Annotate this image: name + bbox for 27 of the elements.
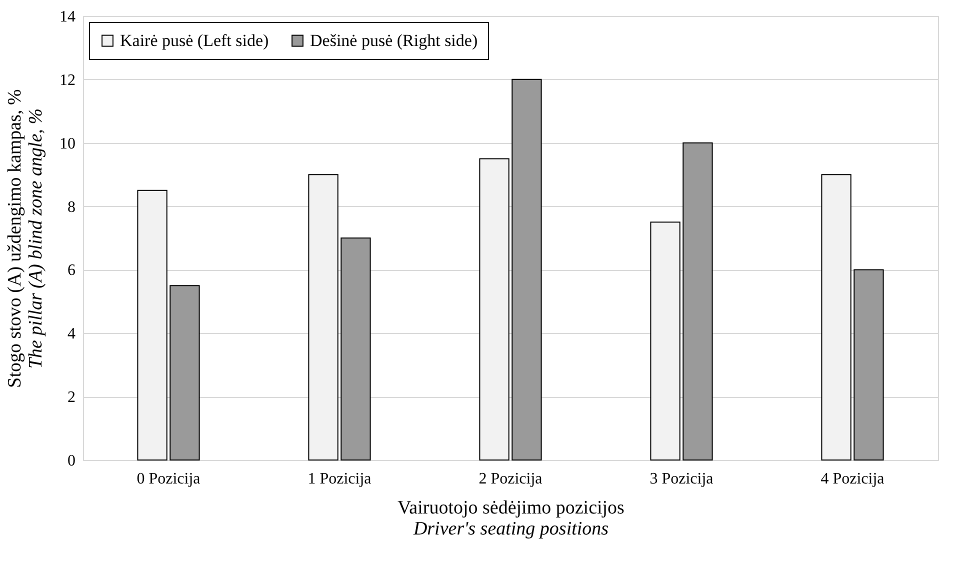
y-tick-label: 14 <box>60 8 76 26</box>
y-tick-label: 10 <box>60 135 76 152</box>
bar <box>479 158 510 460</box>
y-tick-label: 6 <box>68 262 76 280</box>
x-axis-title: Vairuotojo sėdėjimo pozicijos Driver's seating positions <box>398 498 624 540</box>
y-tick-label: 4 <box>68 326 76 343</box>
bar <box>682 142 713 460</box>
y-tick-label: 8 <box>68 198 76 216</box>
legend-label: Dešinė pusė (Right side) <box>310 30 478 50</box>
bar <box>308 174 338 460</box>
bar <box>512 78 542 460</box>
x-tick-label: 2 Pozicija <box>478 470 542 488</box>
bar <box>821 174 852 460</box>
y-tick-label: 12 <box>60 72 76 89</box>
bar <box>650 222 680 460</box>
bar <box>340 238 371 460</box>
legend-label: Kairė pusė (Left side) <box>120 30 269 50</box>
x-tick-label: 3 Pozicija <box>650 470 714 488</box>
y-axis-title: Stogo stovo (A) uždengimo kampas, % The pillar (A) blind zone angle, % <box>4 88 46 388</box>
bar <box>854 269 884 460</box>
bar <box>170 285 200 460</box>
x-tick-label: 4 Pozicija <box>820 470 884 488</box>
y-tick-label: 0 <box>68 452 76 470</box>
x-tick-label: 0 Pozicija <box>136 470 200 488</box>
x-tick-label: 1 Pozicija <box>308 470 372 488</box>
y-tick-label: 2 <box>68 389 76 406</box>
bar <box>137 190 168 460</box>
